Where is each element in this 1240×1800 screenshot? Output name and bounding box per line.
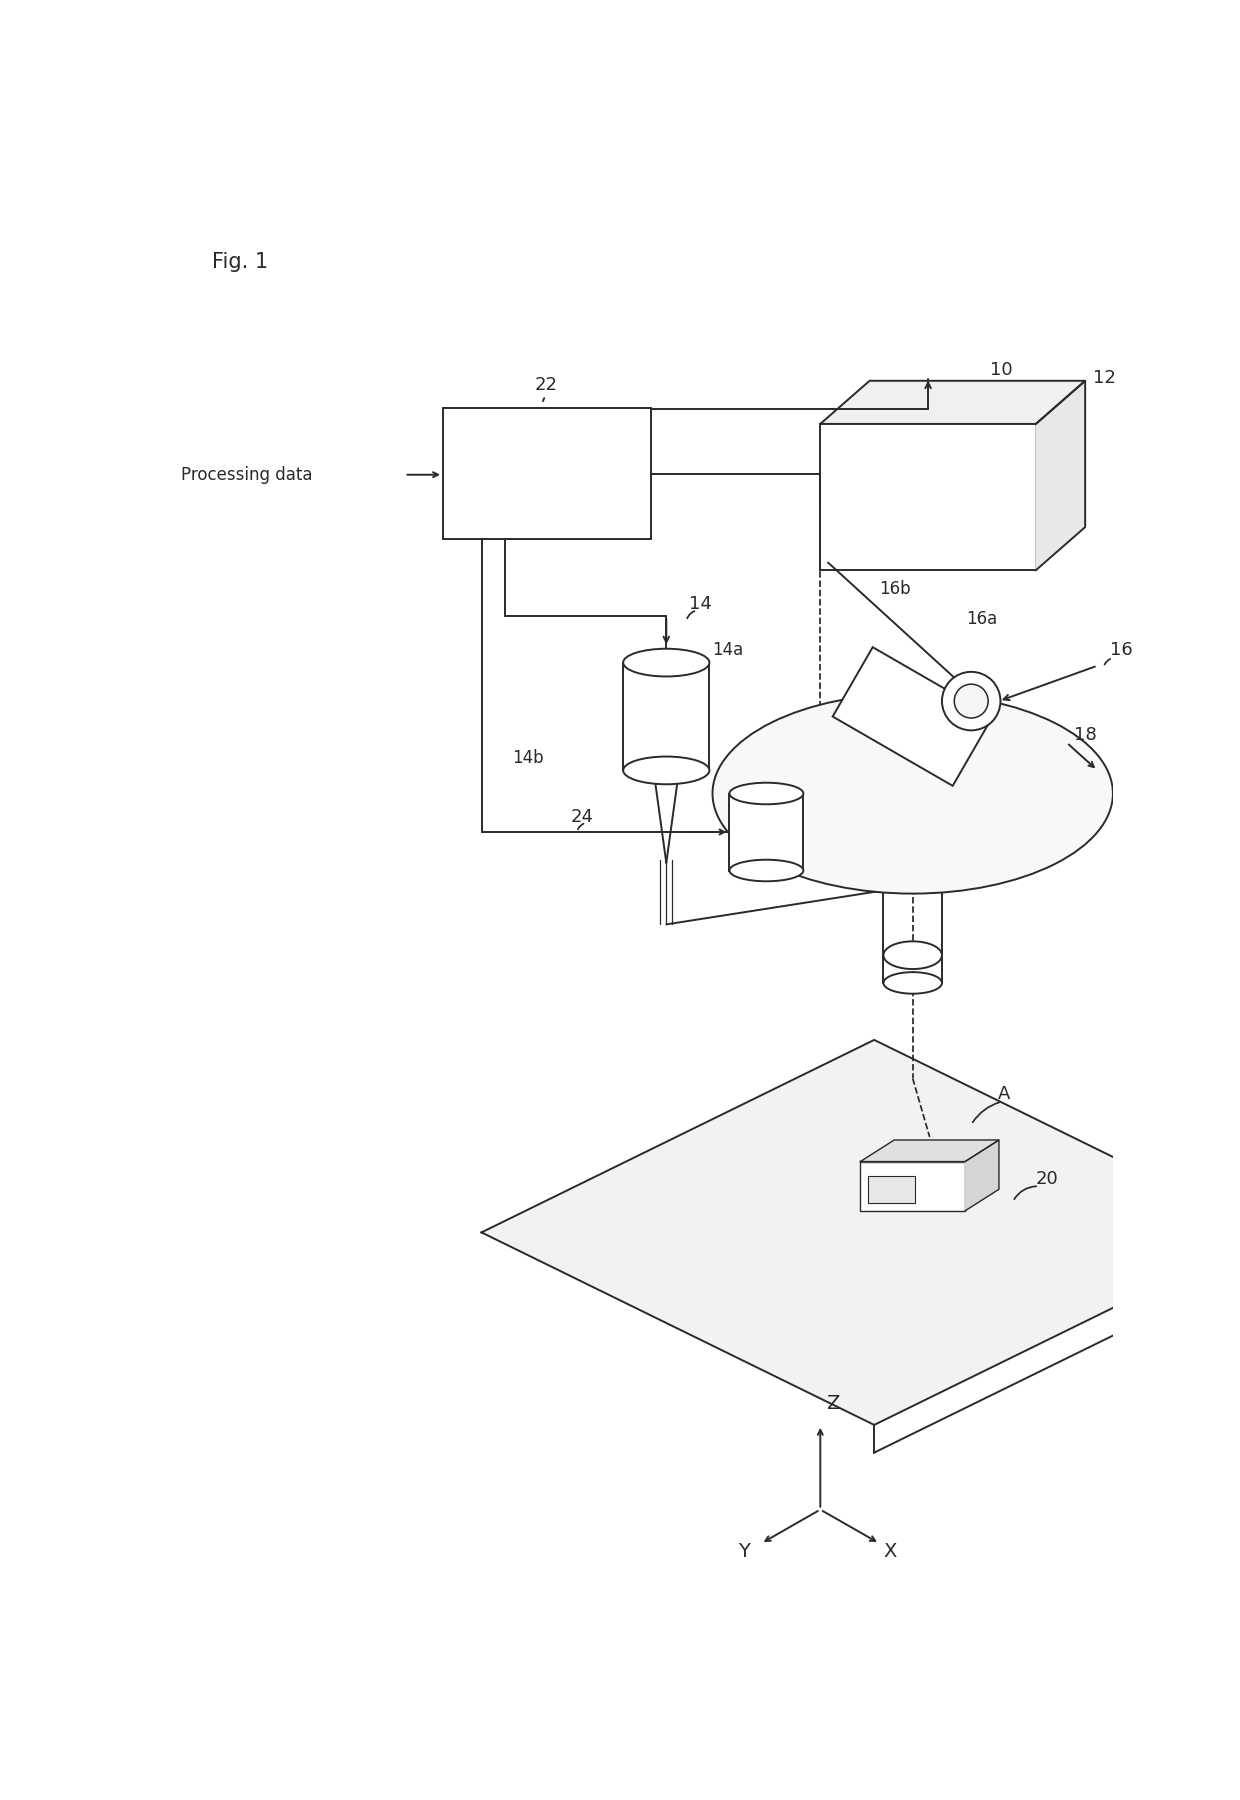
FancyArrowPatch shape <box>687 612 694 619</box>
Ellipse shape <box>624 756 709 785</box>
Text: Fig. 1: Fig. 1 <box>212 252 268 272</box>
Ellipse shape <box>942 671 1001 731</box>
Ellipse shape <box>713 693 1114 893</box>
Polygon shape <box>965 1139 999 1211</box>
Text: 14b: 14b <box>512 749 544 767</box>
FancyArrowPatch shape <box>1105 659 1110 664</box>
FancyArrowPatch shape <box>1014 1186 1037 1199</box>
Text: 12: 12 <box>1092 369 1116 387</box>
Ellipse shape <box>624 648 709 677</box>
Text: 16: 16 <box>1110 641 1132 659</box>
Text: 16b: 16b <box>879 580 910 598</box>
Polygon shape <box>1035 382 1085 571</box>
Bar <box>624 662 709 770</box>
FancyArrowPatch shape <box>972 1102 999 1121</box>
Text: 16a: 16a <box>967 610 998 628</box>
Bar <box>821 425 1035 571</box>
Bar <box>868 1175 915 1202</box>
Text: Y: Y <box>738 1541 750 1561</box>
Text: 24: 24 <box>570 808 594 826</box>
Ellipse shape <box>729 860 804 882</box>
Bar <box>729 794 804 871</box>
FancyArrowPatch shape <box>1073 743 1079 749</box>
Text: 20: 20 <box>1035 1170 1059 1188</box>
Text: Processing data: Processing data <box>181 466 312 484</box>
Text: Z: Z <box>826 1393 839 1413</box>
FancyArrowPatch shape <box>578 824 584 830</box>
Polygon shape <box>833 648 993 787</box>
Bar <box>861 1161 965 1211</box>
Text: 123ABC: 123ABC <box>904 1147 928 1152</box>
Text: X: X <box>884 1541 898 1561</box>
Text: A: A <box>997 1085 1009 1103</box>
Bar <box>443 409 651 540</box>
FancyArrowPatch shape <box>930 437 959 477</box>
Ellipse shape <box>883 972 942 994</box>
Ellipse shape <box>883 941 942 968</box>
Text: 10: 10 <box>990 362 1012 380</box>
Ellipse shape <box>955 684 988 718</box>
Text: 14a: 14a <box>713 641 744 659</box>
Polygon shape <box>821 382 1085 423</box>
Polygon shape <box>861 1139 999 1161</box>
Text: 14: 14 <box>689 596 712 614</box>
Text: 18: 18 <box>1074 725 1097 743</box>
Polygon shape <box>481 1040 1240 1426</box>
FancyArrowPatch shape <box>960 382 1011 432</box>
Ellipse shape <box>729 783 804 805</box>
Text: 22: 22 <box>534 376 558 394</box>
